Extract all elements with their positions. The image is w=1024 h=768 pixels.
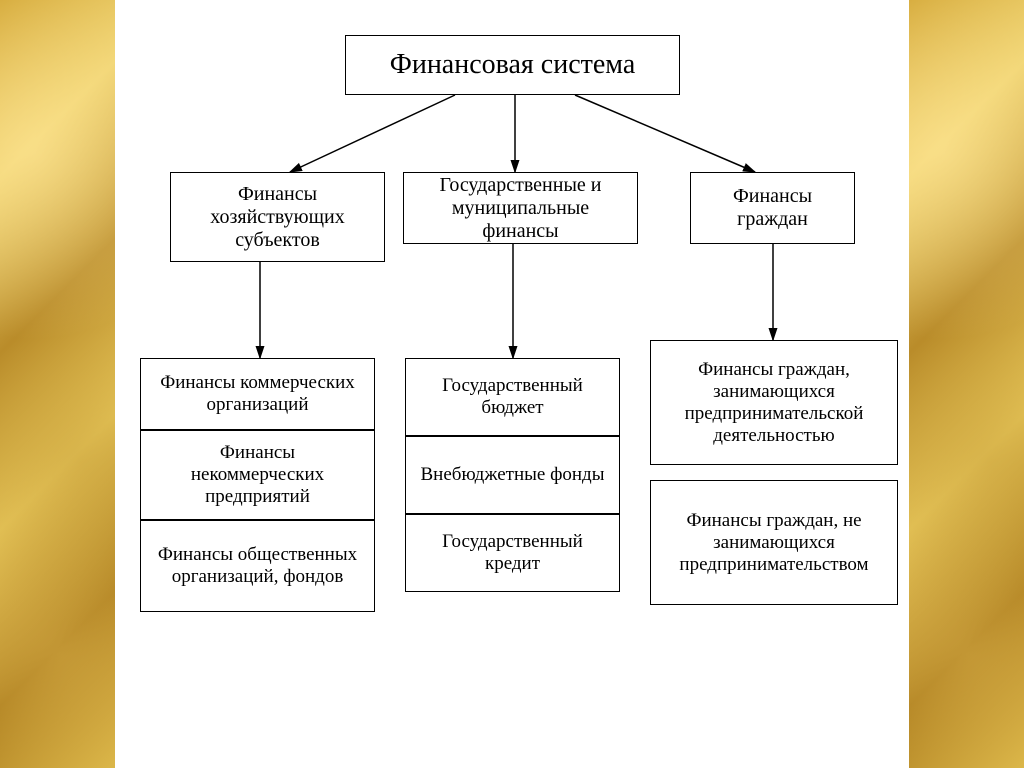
category-node-state: Государственные и муниципальные финансы xyxy=(403,172,638,244)
root-node: Финансовая система xyxy=(345,35,680,95)
coin-bg-left xyxy=(0,0,115,768)
leaf-node: Финансы коммерческих организаций xyxy=(140,358,375,430)
category-node-entities: Финансы хозяйствующих субъектов xyxy=(170,172,385,262)
leaf-label: Финансы граждан, не занимающихся предпри… xyxy=(665,510,883,576)
diagram-area: Финансовая система Финансы хозяйствующих… xyxy=(115,0,909,768)
leaf-node: Финансы граждан, не занимающихся предпри… xyxy=(650,480,898,605)
leaf-node: Государственный кредит xyxy=(405,514,620,592)
category-label: Финансы хозяйствующих субъектов xyxy=(185,183,370,252)
leaf-label: Финансы общественных организаций, фондов xyxy=(155,544,360,588)
leaf-label: Государственный бюджет xyxy=(420,375,605,419)
root-label: Финансовая система xyxy=(390,49,636,81)
category-label: Финансы граждан xyxy=(705,185,840,231)
category-label: Государственные и муниципальные финансы xyxy=(418,174,623,243)
leaf-label: Финансы граждан, занимающихся предприним… xyxy=(665,359,883,447)
leaf-node: Финансы некоммерческих предприятий xyxy=(140,430,375,520)
leaf-node: Финансы общественных организаций, фондов xyxy=(140,520,375,612)
category-node-citizens: Финансы граждан xyxy=(690,172,855,244)
leaf-label: Финансы некоммерческих предприятий xyxy=(155,442,360,508)
leaf-label: Внебюджетные фонды xyxy=(421,464,605,486)
leaf-node: Государственный бюджет xyxy=(405,358,620,436)
leaf-node: Внебюджетные фонды xyxy=(405,436,620,514)
coin-bg-right xyxy=(909,0,1024,768)
leaf-node: Финансы граждан, занимающихся предприним… xyxy=(650,340,898,465)
leaf-label: Государственный кредит xyxy=(420,531,605,575)
leaf-label: Финансы коммерческих организаций xyxy=(155,372,360,416)
